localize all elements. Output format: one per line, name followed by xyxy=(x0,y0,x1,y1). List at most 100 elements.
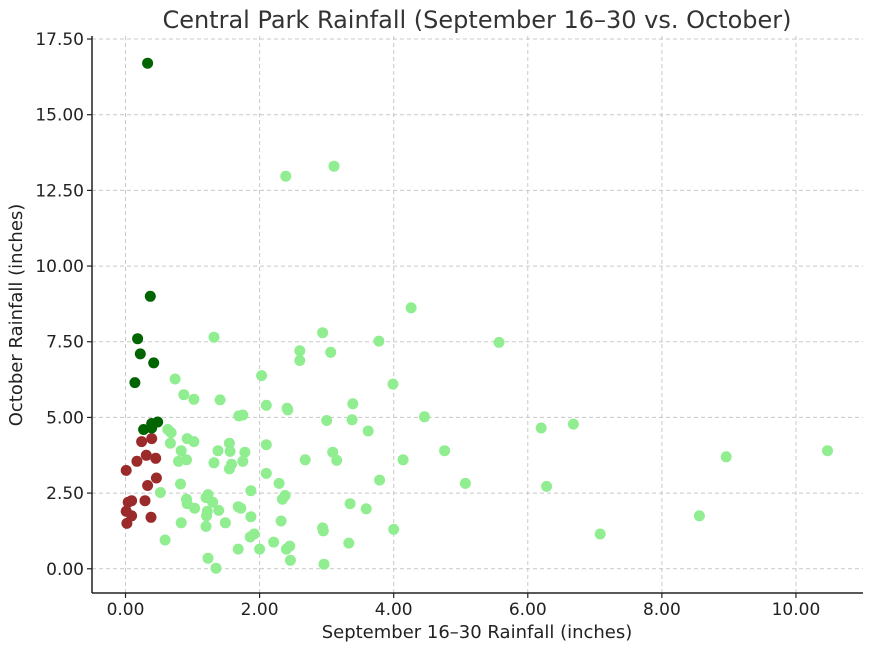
y-tick-label: 5.00 xyxy=(46,408,84,428)
data-point xyxy=(188,393,200,405)
data-point xyxy=(146,433,158,445)
data-point xyxy=(140,449,152,461)
data-point xyxy=(232,543,244,555)
data-point xyxy=(132,333,144,345)
data-point xyxy=(189,502,201,514)
data-point xyxy=(178,389,190,401)
data-point xyxy=(275,515,287,527)
data-points xyxy=(120,57,833,574)
data-point xyxy=(459,477,471,489)
data-point xyxy=(188,436,200,448)
data-point xyxy=(145,511,157,523)
data-point xyxy=(148,357,160,369)
data-point xyxy=(327,446,339,458)
data-point xyxy=(232,501,244,513)
data-point xyxy=(328,160,340,172)
data-point xyxy=(294,355,306,366)
data-point xyxy=(535,422,547,434)
data-point xyxy=(208,331,220,343)
y-tick-label: 15.00 xyxy=(35,106,84,126)
data-point xyxy=(594,528,606,540)
y-tick-label: 17.50 xyxy=(35,30,84,50)
x-axis-label: September 16–30 Rainfall (inches) xyxy=(322,622,633,643)
data-point xyxy=(541,480,553,492)
data-point xyxy=(405,302,417,314)
data-point xyxy=(256,370,268,382)
data-point xyxy=(273,477,285,489)
data-point xyxy=(138,424,150,435)
data-point xyxy=(181,454,192,466)
data-point xyxy=(224,445,236,457)
data-point xyxy=(397,454,409,466)
data-point xyxy=(720,451,732,463)
data-point xyxy=(693,510,705,522)
data-point xyxy=(208,457,220,469)
data-point xyxy=(239,446,251,458)
data-point xyxy=(360,503,372,515)
data-point xyxy=(165,427,177,439)
data-point xyxy=(175,445,187,457)
x-tick-label: 2.00 xyxy=(241,600,279,620)
data-point xyxy=(245,485,257,497)
data-point xyxy=(154,487,166,498)
data-point xyxy=(439,445,451,457)
y-axis-label: October Rainfall (inches) xyxy=(6,204,27,427)
data-point xyxy=(237,455,249,467)
data-point xyxy=(175,517,187,529)
y-tick-label: 10.00 xyxy=(35,257,84,277)
data-point xyxy=(201,510,213,522)
data-point xyxy=(131,455,143,467)
data-point xyxy=(223,463,235,475)
x-tick-label: 10.00 xyxy=(772,600,821,620)
data-point xyxy=(373,335,385,347)
data-point xyxy=(387,378,399,390)
data-point xyxy=(214,394,226,406)
data-point xyxy=(347,398,359,410)
data-point xyxy=(134,348,146,360)
data-point xyxy=(244,531,256,543)
data-point xyxy=(284,554,296,566)
data-point xyxy=(388,523,400,535)
data-point xyxy=(280,543,292,555)
x-tick-label: 6.00 xyxy=(509,600,547,620)
data-point xyxy=(175,478,186,490)
data-point xyxy=(260,467,272,479)
data-point xyxy=(207,496,219,508)
data-point xyxy=(200,520,212,532)
data-point xyxy=(374,474,386,486)
data-point xyxy=(159,534,171,546)
data-point xyxy=(493,336,505,348)
data-point xyxy=(219,517,231,529)
data-point xyxy=(567,418,579,430)
y-tick-label: 2.50 xyxy=(46,484,84,504)
y-tick-label: 7.50 xyxy=(46,333,84,353)
data-point xyxy=(822,445,833,457)
data-point xyxy=(362,425,374,437)
data-point xyxy=(419,411,430,423)
data-point xyxy=(268,536,280,548)
data-point xyxy=(150,452,162,464)
data-point xyxy=(260,439,272,451)
data-point xyxy=(202,552,214,564)
axes xyxy=(91,36,863,594)
data-point xyxy=(260,399,272,411)
data-point xyxy=(299,454,311,466)
x-tick-label: 4.00 xyxy=(375,600,413,620)
data-point xyxy=(212,445,224,457)
x-axis-ticks: 0.00 2.00 4.00 6.00 8.00 10.00 xyxy=(107,593,821,620)
data-point xyxy=(254,543,266,555)
data-point xyxy=(343,537,355,549)
data-point xyxy=(139,495,151,507)
data-point xyxy=(136,436,148,448)
data-point xyxy=(237,409,249,421)
data-point xyxy=(120,464,132,476)
y-tick-label: 0.00 xyxy=(46,560,84,580)
chart-title: Central Park Rainfall (September 16–30 v… xyxy=(162,6,791,34)
data-point xyxy=(318,558,330,570)
data-point xyxy=(344,498,356,510)
y-axis-ticks: 0.00 2.50 5.00 7.50 10.00 12.50 15.00 17.50 xyxy=(35,30,92,580)
data-point xyxy=(213,504,225,516)
data-point xyxy=(280,170,292,182)
data-point xyxy=(331,454,343,466)
